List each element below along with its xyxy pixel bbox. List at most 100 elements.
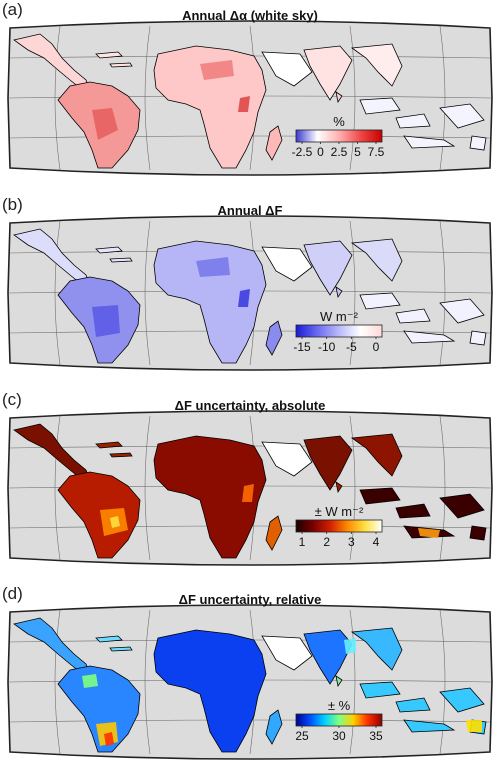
region-madagascar (265, 709, 283, 745)
region-srilanka (335, 481, 343, 494)
region-india (303, 45, 353, 101)
colorbar-tick-label: 7.5 (368, 145, 385, 159)
panel-label: (b) (2, 195, 23, 214)
colorbar-unit: % (333, 114, 345, 129)
field-patch (238, 96, 250, 112)
longitude-line (144, 25, 151, 171)
colorbar-bar (295, 713, 383, 727)
land-layer (13, 228, 487, 364)
region-seasia (350, 43, 403, 87)
panel-c: ± W m⁻² 1 2 3 4 (c) ΔF uncertainty, absolute (0, 390, 500, 580)
map-frame (7, 604, 493, 760)
region-africa (153, 629, 267, 753)
region-seasia (350, 238, 403, 282)
map-d: ± % 25 30 35 (7, 604, 493, 760)
panel-title: Annual ΔF (217, 203, 283, 218)
field-patch (104, 732, 114, 746)
field-patch (238, 289, 250, 307)
colorbar-tick-label: 2.5 (331, 145, 348, 159)
panel-label: (c) (2, 390, 22, 409)
region-arabia (261, 246, 313, 282)
colorbar-tick-label: -10 (318, 340, 336, 354)
field-patch (200, 60, 234, 80)
longitude-line (54, 609, 61, 755)
map-b: W m⁻² -15 -10 -5 0 (7, 215, 493, 371)
region-indonesia (359, 681, 487, 735)
panel-b: W m⁻² -15 -10 -5 0 (b) Annual ΔF (0, 195, 500, 385)
region-caribbean (95, 51, 133, 68)
longitude-line (439, 25, 446, 171)
map-frame (7, 215, 493, 371)
region-madagascar (265, 320, 283, 356)
longitude-line (54, 220, 61, 366)
colorbar-tick-label: 30 (332, 729, 346, 743)
colorbar: W m⁻² -15 -10 -5 0 (293, 309, 383, 354)
region-india (303, 435, 353, 491)
colorbar-unit: W m⁻² (320, 309, 359, 324)
longitude-line (349, 25, 356, 171)
panel-label: (a) (2, 0, 23, 19)
longitude-line (439, 415, 446, 561)
longitude-line (144, 220, 151, 366)
longitude-line (349, 220, 356, 366)
field-patch (242, 484, 254, 502)
region-srilanka (335, 286, 343, 299)
longitude-line (144, 609, 151, 755)
land-layer (13, 33, 487, 169)
panel-title: ΔF uncertainty, absolute (174, 398, 326, 413)
panel-d: ± % 25 30 35 (d) ΔF uncertainty, relative (0, 584, 500, 774)
longitude-line (349, 609, 356, 755)
colorbar-tick-label: -15 (293, 340, 311, 354)
field-patch (92, 305, 120, 337)
colorbar: ± W m⁻² 1 2 3 4 (295, 504, 383, 549)
map-a: % -2.5 0 2.5 5 7.5 (7, 20, 493, 176)
region-indonesia (359, 97, 487, 151)
colorbar-tick-label: 2 (323, 535, 330, 549)
colorbar-tick-label: 4 (373, 535, 380, 549)
region-africa (153, 240, 267, 364)
field-accents (100, 484, 440, 538)
colorbar-tick-label: 35 (369, 729, 383, 743)
region-caribbean (95, 635, 133, 652)
colorbar-unit: ± % (328, 698, 351, 713)
region-southamerica (57, 471, 141, 559)
map-frame (7, 20, 493, 176)
region-indonesia (359, 487, 487, 541)
region-caribbean (95, 246, 133, 263)
field-accents (82, 638, 482, 746)
region-indonesia (359, 292, 487, 346)
region-seasia (350, 627, 403, 671)
field-accents (92, 60, 250, 140)
colorbar-tick-label: 3 (348, 535, 355, 549)
longitude-line (54, 415, 61, 561)
region-arabia (261, 441, 313, 477)
colorbar-unit: ± W m⁻² (315, 504, 364, 519)
colorbar-bar (295, 324, 383, 338)
field-patch (196, 257, 230, 277)
region-srilanka (335, 675, 343, 688)
longitude-line (439, 220, 446, 366)
field-patch (466, 720, 482, 732)
colorbar: ± % 25 30 35 (295, 698, 383, 743)
region-arabia (261, 51, 313, 87)
colorbar-tick-label: -2.5 (292, 145, 313, 159)
colorbar-bar (295, 129, 383, 143)
map-frame (7, 410, 493, 566)
longitude-line (349, 415, 356, 561)
colorbar-tick-label: 25 (295, 729, 309, 743)
colorbar-tick-label: 0 (317, 145, 324, 159)
region-africa (153, 435, 267, 559)
colorbar-tick-label: -5 (346, 340, 357, 354)
longitude-line (144, 415, 151, 561)
map-c: ± W m⁻² 1 2 3 4 (7, 410, 493, 566)
region-seasia (350, 433, 403, 477)
field-patch (344, 638, 356, 654)
region-srilanka (335, 91, 343, 104)
region-arabia (261, 635, 313, 671)
panel-title: Annual Δα (white sky) (182, 8, 318, 23)
region-africa (153, 45, 267, 169)
colorbar-tick-label: 5 (354, 145, 361, 159)
colorbar-tick-label: 1 (299, 535, 306, 549)
region-southamerica (57, 665, 141, 753)
panel-title: ΔF uncertainty, relative (178, 592, 322, 607)
